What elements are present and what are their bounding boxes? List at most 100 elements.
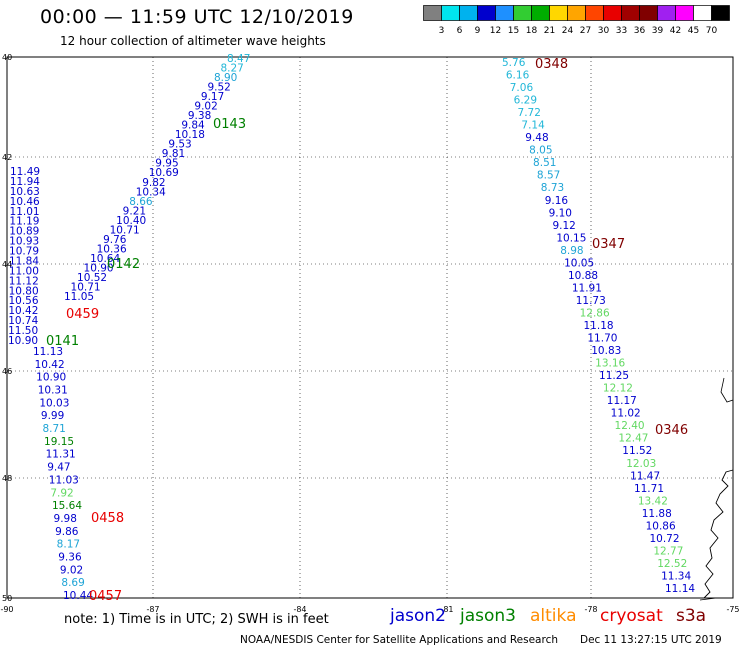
wave-height-value: 10.79 xyxy=(9,246,39,258)
wave-height-value: 9.76 xyxy=(103,234,127,246)
wave-height-value: 12.86 xyxy=(580,307,610,319)
color-scale-label: 33 xyxy=(616,26,627,36)
wave-height-value: 7.14 xyxy=(521,120,545,132)
wave-height-value: 7.06 xyxy=(510,82,534,94)
map-title: 00:00 — 11:59 UTC 12/10/2019 xyxy=(40,6,354,28)
wave-height-value: 10.05 xyxy=(564,257,594,269)
wave-height-value: 11.02 xyxy=(611,408,641,420)
wave-height-value: 11.14 xyxy=(665,583,695,595)
wave-height-value: 11.18 xyxy=(584,320,614,332)
wave-height-value: 10.89 xyxy=(9,226,39,238)
wave-height-value: 8.47 xyxy=(227,53,250,65)
wave-height-value: 10.90 xyxy=(8,335,38,347)
pass-time-label: 0142 xyxy=(107,257,140,272)
longitude-label: -75 xyxy=(726,605,739,614)
pass-time-label: 0347 xyxy=(592,237,625,252)
generation-timestamp: Dec 11 13:27:15 UTC 2019 xyxy=(580,634,722,646)
coastline xyxy=(703,469,734,599)
wave-height-value: 11.50 xyxy=(8,325,38,337)
wave-height-value: 13.16 xyxy=(595,358,625,370)
wave-height-value: 12.12 xyxy=(603,383,633,395)
wave-height-value: 7.92 xyxy=(50,487,73,499)
wave-height-value: 11.00 xyxy=(9,265,39,277)
legend-cryosat: cryosat xyxy=(600,606,663,626)
color-scale-label: 12 xyxy=(490,26,501,36)
color-scale-label: 39 xyxy=(652,26,664,36)
wave-height-value: 10.64 xyxy=(90,253,120,265)
color-scale-label: 70 xyxy=(706,26,718,36)
wave-height-value: 11.49 xyxy=(10,166,40,178)
wave-height-value: 13.42 xyxy=(638,495,668,507)
color-scale-label: 15 xyxy=(508,26,519,36)
wave-height-value: 9.38 xyxy=(188,110,211,122)
wave-height-value: 11.05 xyxy=(64,291,94,303)
wave-height-value: 10.74 xyxy=(8,315,38,327)
wave-height-value: 10.72 xyxy=(649,533,679,545)
wave-height-value: 9.02 xyxy=(60,564,83,576)
wave-height-value: 8.17 xyxy=(57,539,80,551)
wave-height-value: 10.36 xyxy=(97,243,127,255)
wave-height-value: 8.71 xyxy=(42,423,65,435)
wave-height-value: 10.69 xyxy=(149,167,179,179)
wave-height-value: 9.53 xyxy=(168,139,191,151)
color-scale-label: 9 xyxy=(475,26,481,36)
latitude-label: 44 xyxy=(2,260,12,269)
wave-height-value: 9.10 xyxy=(549,207,572,219)
wave-height-value: 8.73 xyxy=(541,182,564,194)
pass-time-label: 0348 xyxy=(535,57,568,72)
wave-height-value: 11.94 xyxy=(10,176,40,188)
credit-line: NOAA/NESDIS Center for Satellite Applica… xyxy=(240,634,558,646)
wave-height-value: 5.76 xyxy=(502,57,526,69)
wave-height-value: 10.34 xyxy=(136,186,166,198)
wave-height-value: 8.90 xyxy=(214,72,237,84)
wave-height-value: 10.71 xyxy=(71,281,101,293)
wave-height-value: 10.56 xyxy=(8,295,38,307)
wave-height-value: 10.42 xyxy=(35,359,65,371)
wave-height-value: 10.88 xyxy=(568,270,598,282)
wave-height-value: 11.13 xyxy=(33,346,63,358)
longitude-label: -90 xyxy=(0,605,13,614)
wave-height-value: 11.71 xyxy=(634,483,664,495)
pass-time-label: 0143 xyxy=(213,117,246,132)
wave-height-value: 9.52 xyxy=(207,82,230,94)
pass-time-label: 0141 xyxy=(46,334,79,349)
color-scale-label: 36 xyxy=(634,26,646,36)
longitude-label: -84 xyxy=(293,605,306,614)
wave-height-value: 9.48 xyxy=(525,132,548,144)
wave-height-value: 10.93 xyxy=(9,236,39,248)
wave-height-value: 12.47 xyxy=(618,433,648,445)
wave-height-value: 10.40 xyxy=(116,215,146,227)
pass-time-label: 0346 xyxy=(655,423,688,438)
wave-height-value: 8.05 xyxy=(529,145,552,157)
wave-height-value: 8.57 xyxy=(537,170,560,182)
wave-height-value: 11.01 xyxy=(10,206,40,218)
wave-height-value: 12.77 xyxy=(653,545,683,557)
wave-height-value: 6.29 xyxy=(514,95,537,107)
longitude-label: -81 xyxy=(440,605,453,614)
latitude-label: 42 xyxy=(2,153,12,162)
latitude-label: 40 xyxy=(2,53,12,62)
latitude-label: 48 xyxy=(2,474,12,483)
wave-height-value: 11.31 xyxy=(46,449,76,461)
color-scale-label: 45 xyxy=(688,26,699,36)
wave-height-value: 10.18 xyxy=(175,129,205,141)
wave-height-value: 10.03 xyxy=(39,397,69,409)
wave-height-value: 12.03 xyxy=(626,458,656,470)
wave-height-value: 11.47 xyxy=(630,470,660,482)
longitude-label: -78 xyxy=(584,605,597,614)
color-scale-label: 21 xyxy=(544,26,555,36)
color-swatch xyxy=(711,5,730,21)
wave-height-value: 9.16 xyxy=(545,195,569,207)
wave-height-value: 9.47 xyxy=(47,462,70,474)
wave-height-value: 9.86 xyxy=(55,526,79,538)
latitude-label: 46 xyxy=(2,367,12,376)
wave-height-value: 11.25 xyxy=(599,370,629,382)
pass-time-label: 0459 xyxy=(66,307,99,322)
color-scale-label: 24 xyxy=(562,26,574,36)
color-scale-label: 27 xyxy=(580,26,591,36)
wave-height-value: 6.16 xyxy=(506,70,530,82)
pass-time-label: 0458 xyxy=(91,511,124,526)
latitude-label: 50 xyxy=(2,594,12,603)
wave-height-value: 10.90 xyxy=(84,262,114,274)
